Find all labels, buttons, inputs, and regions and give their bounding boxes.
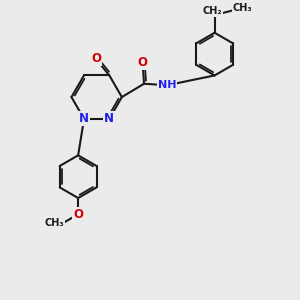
- Text: CH₂: CH₂: [202, 6, 222, 16]
- Text: O: O: [91, 52, 101, 65]
- Text: O: O: [73, 208, 83, 221]
- Text: O: O: [138, 56, 148, 69]
- Text: CH₃: CH₃: [45, 218, 64, 228]
- Text: N: N: [79, 112, 89, 125]
- Text: NH: NH: [158, 80, 176, 90]
- Text: CH₃: CH₃: [232, 3, 252, 13]
- Text: N: N: [104, 112, 114, 125]
